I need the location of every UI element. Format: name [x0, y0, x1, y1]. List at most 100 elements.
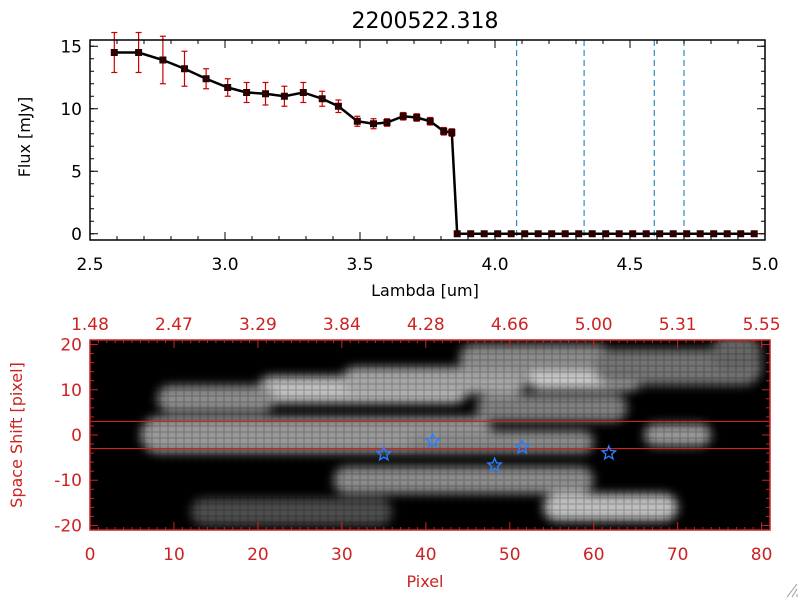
top-axis-tick-label: 3.29	[239, 315, 277, 335]
data-point	[575, 230, 583, 238]
x-tick-label: 60	[583, 545, 605, 565]
pixel-grid-texture	[90, 340, 770, 530]
top-y-tick-labels: 0 5 10 15	[60, 37, 82, 245]
top-axis-tick-label: 5.00	[575, 315, 613, 335]
extraction-band-lines	[90, 420, 770, 450]
data-point	[588, 230, 596, 238]
bottom-y-tick-labels: 20 10 0 -10 -20	[54, 336, 82, 537]
resize-grip-icon	[786, 583, 798, 598]
x-tick-label: 4.0	[481, 255, 508, 275]
spectrum-panel: 2.5 3.0 3.5 4.0 4.5 5.0 0 5 10 15 Lambda [um] Fl…	[15, 31, 779, 300]
data-point	[548, 230, 556, 238]
data-point	[467, 230, 475, 238]
y-tick-label: 10	[60, 381, 82, 401]
top-axis-tick-label: 2.47	[155, 315, 193, 335]
x-tick-label: 3.5	[346, 255, 373, 275]
data-point	[440, 127, 448, 135]
x-tick-label: 40	[415, 545, 437, 565]
top-axis-tick-label: 5.31	[659, 315, 697, 335]
x-tick-label: 50	[499, 545, 521, 565]
top-axis-tick-label: 4.28	[407, 315, 445, 335]
top-axis-tick-label: 3.84	[323, 315, 361, 335]
spectrum-image-panel: 0 10 20 30 40 50 60 70 80 1.48 2.47 3.29 3.84 4.28 4.…	[7, 315, 781, 591]
error-bars	[111, 31, 455, 137]
data-point	[135, 49, 143, 56]
data-point	[399, 112, 407, 120]
y-tick-label: 20	[60, 336, 82, 356]
data-point	[534, 230, 542, 238]
data-point	[110, 49, 118, 56]
top-axis-tick-label: 5.55	[743, 315, 781, 335]
x-tick-label: 2.5	[76, 255, 103, 275]
star-marker	[424, 432, 441, 448]
bottom-top-axis-tick-labels: 1.48 2.47 3.29 3.84 4.28 4.66 5.00 5.31 5.55	[71, 315, 780, 335]
data-point	[521, 230, 529, 238]
chart-title: 2200522.318	[352, 9, 499, 34]
top-y-axis-label: Flux [mJy]	[15, 97, 34, 178]
y-tick-label: 5	[71, 162, 82, 182]
x-tick-label: 70	[667, 545, 689, 565]
data-point	[710, 230, 718, 238]
top-plot-frame	[89, 39, 766, 241]
spectrum-line	[114, 51, 755, 235]
data-point	[602, 230, 610, 238]
star-marker	[600, 444, 618, 461]
data-point	[615, 230, 623, 238]
top-x-tick-labels: 2.5 3.0 3.5 4.0 4.5 5.0	[76, 255, 778, 275]
top-x-axis-label: Lambda [um]	[371, 281, 479, 300]
resize-grip-icon	[791, 588, 798, 598]
y-tick-label: 0	[71, 426, 82, 446]
data-point	[629, 230, 637, 238]
y-tick-label: -10	[54, 471, 82, 491]
data-point	[224, 84, 232, 91]
data-point	[413, 114, 421, 121]
data-point	[494, 230, 502, 238]
data-point	[737, 230, 745, 238]
y-tick-label: 15	[60, 37, 82, 57]
data-point	[448, 129, 456, 136]
data-point	[669, 230, 677, 238]
data-point	[334, 102, 342, 110]
data-point	[299, 89, 307, 96]
data-point	[280, 92, 288, 100]
y-tick-label: 10	[60, 100, 82, 120]
data-point	[683, 230, 691, 238]
top-axis-tick-label: 4.66	[491, 315, 529, 335]
x-tick-label: 20	[247, 545, 269, 565]
data-point	[480, 230, 488, 238]
data-point	[262, 90, 269, 98]
data-point	[723, 230, 731, 238]
data-point	[561, 230, 569, 238]
data-point	[243, 89, 251, 96]
top-axis-tick-label: 1.48	[71, 315, 109, 335]
star-marker	[375, 445, 393, 462]
data-point	[750, 230, 758, 238]
vertical-dashed-lines	[495, 40, 765, 240]
x-tick-label: 3.0	[211, 255, 238, 275]
data-point	[696, 230, 704, 238]
data-point	[453, 230, 461, 238]
data-point	[507, 230, 515, 238]
data-point	[353, 117, 361, 125]
data-point	[181, 65, 188, 73]
x-tick-label: 5.0	[751, 255, 778, 275]
y-tick-label: -20	[54, 516, 82, 536]
bottom-x-tick-labels: 0 10 20 30 40 50 60 70 80	[85, 545, 773, 565]
bottom-axis-ticks	[89, 340, 771, 530]
x-tick-label: 30	[331, 545, 353, 565]
bottom-y-axis-label: Space Shift [pixel]	[7, 362, 26, 508]
data-point	[159, 56, 167, 64]
y-tick-label: 0	[71, 225, 82, 245]
star-markers	[375, 432, 618, 473]
data-point	[202, 75, 210, 83]
data-point	[642, 230, 650, 238]
star-marker	[486, 456, 504, 473]
data-point	[383, 119, 391, 126]
star-marker	[513, 438, 531, 455]
data-point	[426, 117, 434, 125]
x-tick-label: 80	[751, 545, 773, 565]
x-tick-label: 4.5	[616, 255, 643, 275]
data-point	[370, 120, 377, 128]
data-point	[656, 230, 664, 238]
